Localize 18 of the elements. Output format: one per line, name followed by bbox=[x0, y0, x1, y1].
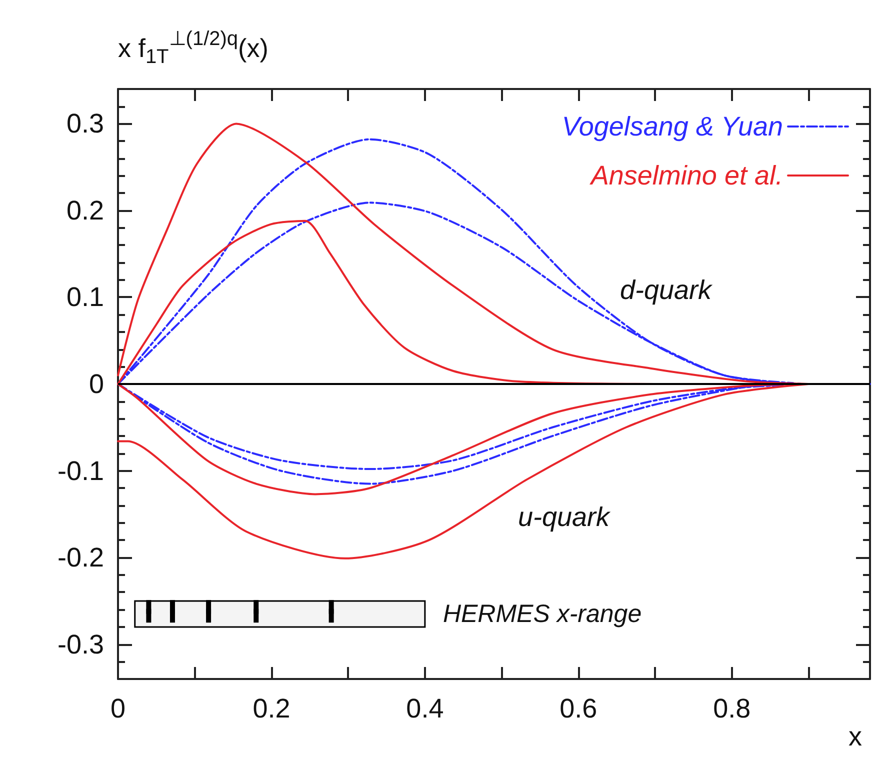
band-label: HERMES x-range bbox=[442, 600, 642, 628]
y-tick-label: 0 bbox=[88, 369, 104, 399]
y-tick-label: 0.1 bbox=[66, 282, 104, 312]
x-tick-label: 0.8 bbox=[713, 694, 751, 724]
y-tick-label: 0.2 bbox=[66, 195, 104, 226]
y-tick-label: 0.3 bbox=[66, 108, 104, 139]
y-tick-label: -0.3 bbox=[57, 629, 104, 660]
x-tick-label: 0.6 bbox=[560, 694, 598, 724]
annotation: u-quark bbox=[518, 502, 612, 532]
x-tick-label: 0.2 bbox=[252, 694, 290, 724]
annotation: d-quark bbox=[620, 275, 714, 305]
legend-label: Anselmino et al. bbox=[588, 160, 783, 190]
x-tick-label: 0.4 bbox=[406, 694, 444, 724]
y-tick-label: -0.1 bbox=[57, 456, 104, 486]
y-tick-label: -0.2 bbox=[57, 542, 104, 573]
legend-label: Vogelsang & Yuan bbox=[562, 112, 783, 142]
x-tick-label: 0 bbox=[110, 694, 126, 724]
x-axis-title: x bbox=[848, 722, 862, 752]
